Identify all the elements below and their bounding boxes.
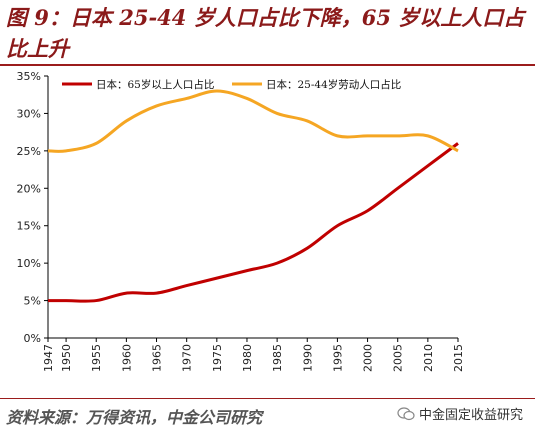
x-tick-label: 1950 <box>60 344 73 372</box>
y-tick-label: 30% <box>17 107 41 120</box>
title-divider <box>0 64 535 66</box>
x-tick-label: 1955 <box>90 344 103 372</box>
x-tick-label: 1975 <box>211 344 224 372</box>
legend-label: 日本：65岁以上人口占比 <box>96 78 214 91</box>
x-tick-label: 2010 <box>422 344 435 372</box>
y-tick-label: 25% <box>17 145 41 158</box>
x-tick-label: 1980 <box>241 344 254 372</box>
chart-title: 图 9：日本 25-44 岁人口占比下降，65 岁以上人口占比上升 <box>6 5 525 61</box>
y-tick-label: 35% <box>17 70 41 83</box>
source-note: 资料来源：万得资讯，中金公司研究 <box>6 408 263 427</box>
x-tick-label: 1947 <box>42 344 55 372</box>
x-tick-label: 1985 <box>271 344 284 372</box>
y-tick-label: 20% <box>17 182 41 195</box>
y-tick-label: 15% <box>17 220 41 233</box>
wechat-icon <box>397 406 415 420</box>
y-tick-label: 5% <box>24 295 41 308</box>
series-line-25-44 <box>47 89 459 153</box>
watermark: 中金固定收益研究 <box>397 404 523 423</box>
legend-label: 日本：25-44岁劳动人口占比 <box>266 78 401 91</box>
x-tick-label: 2015 <box>452 344 465 372</box>
y-tick-label: 10% <box>17 257 41 270</box>
line-chart: 0% 5% 10% 15% 20% 25% 30% 35% 1947 1950 1955 1960 19… <box>17 70 465 372</box>
x-tick-label: 1960 <box>120 344 133 372</box>
source-divider <box>0 398 535 399</box>
series-line-65-plus <box>48 142 459 303</box>
x-tick-label: 1990 <box>301 344 314 372</box>
x-tick-label: 2005 <box>392 344 405 372</box>
x-tick-label: 1965 <box>151 344 164 372</box>
y-tick-label: 0% <box>24 332 41 345</box>
series-lines <box>47 89 459 303</box>
axes: 0% 5% 10% 15% 20% 25% 30% 35% 1947 1950 1955 1960 19… <box>17 70 465 372</box>
x-tick-label: 2000 <box>362 344 375 372</box>
watermark-text: 中金固定收益研究 <box>418 408 523 423</box>
legend: 日本：65岁以上人口占比 日本：25-44岁劳动人口占比 <box>62 78 401 91</box>
x-tick-label: 1995 <box>331 344 344 372</box>
x-tick-label: 1970 <box>181 344 194 372</box>
